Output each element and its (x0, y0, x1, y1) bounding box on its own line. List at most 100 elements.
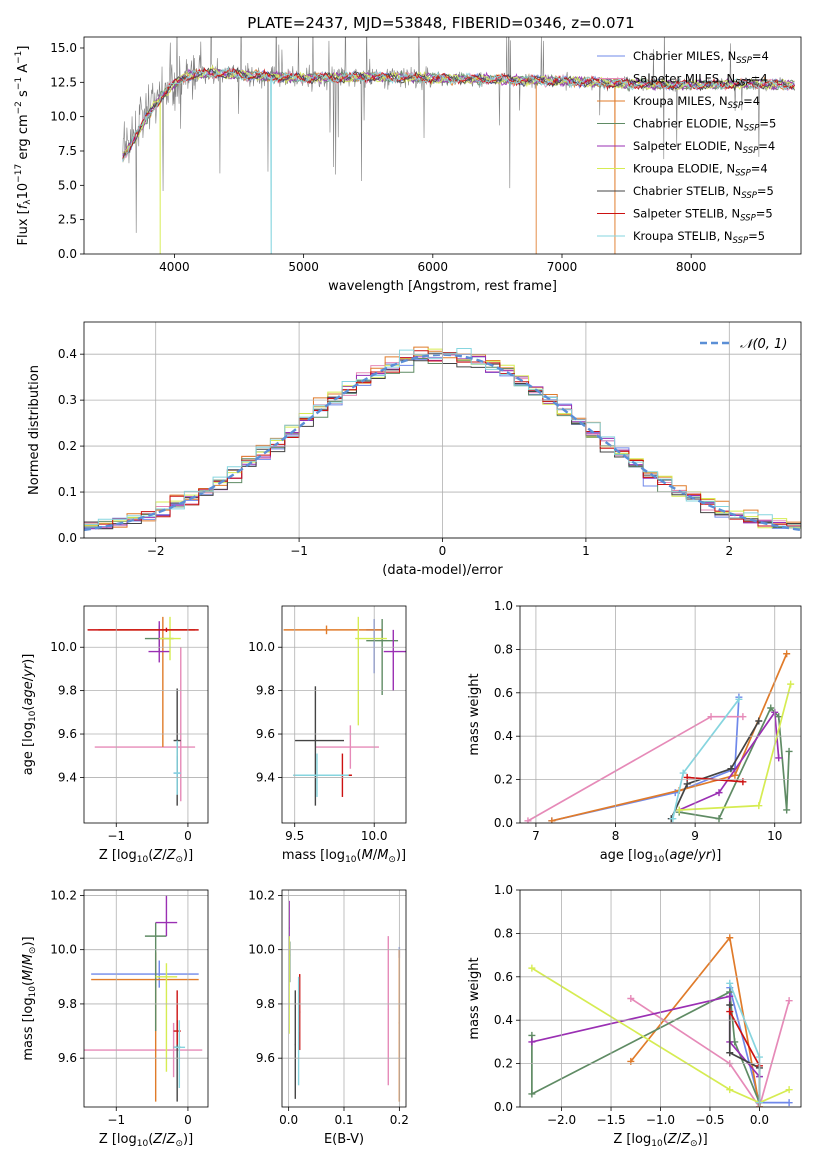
y-tick-label: 10.0 (50, 943, 77, 957)
weight-marker-salpeter_miles (707, 713, 715, 721)
weight-marker-chabrier_elodie (528, 1090, 536, 1098)
weight-line-salpeter_miles (630, 997, 790, 1107)
x-tick-label: 10 (767, 829, 782, 843)
y-tick-label: 9.8 (58, 997, 77, 1011)
legend-label-suffix: =5 (756, 207, 773, 221)
y-tick-label: 0.3 (58, 393, 77, 407)
x-axis-label: Z [log10(Z/Z⊙)] (99, 848, 193, 865)
y-tick-label: 0.0 (58, 531, 77, 545)
weight-marker-chabrier_elodie (528, 1031, 536, 1039)
x-tick-label: 0.2 (390, 1113, 409, 1127)
y-tick-label: 0.6 (494, 686, 513, 700)
axes-mass_vs_Z: −1 0 9.6 9.8 10.0 10.2 Z [log10(Z/Z⊙)] mass [lo… (21, 888, 209, 1149)
x-axis-label: age [log10(age/yr)] (600, 848, 722, 865)
x-tick-label: 7000 (547, 260, 578, 274)
weight-marker-kroupa_miles (783, 650, 791, 658)
legend-label-suffix: =4 (758, 139, 775, 153)
legend-label-kroupa_elodie: Kroupa ELODIE, NSSP=4 (633, 162, 768, 179)
y-tick-label: 10.0 (50, 110, 77, 124)
legend-label-chabrier_elodie: Chabrier ELODIE, NSSP=5 (633, 117, 776, 134)
y-tick-label: 1.0 (494, 883, 513, 897)
x-tick-label: −1 (290, 544, 308, 558)
weight-line-chabrier_stelib (670, 720, 760, 820)
y-axis-label: mass [log10(M/M⊙)] (21, 936, 38, 1060)
y-tick-label: 10.0 (248, 943, 275, 957)
weight-marker-salpeter_miles (524, 817, 532, 823)
y-tick-label: 9.6 (58, 727, 77, 741)
y-tick-label: 0.0 (58, 247, 77, 261)
legend-label-text: Chabrier STELIB, N (633, 184, 741, 198)
y-tick-label: 0.0 (494, 1100, 513, 1114)
legend-label-salpeter_miles: Salpeter MILES, NSSP=4 (633, 72, 768, 89)
weight-line-kroupa_miles (630, 935, 761, 1107)
spectrum-legend: Chabrier MILES, N SSP =4 Salpeter MILES, NS… (597, 49, 776, 246)
weight-marker-chabrier_stelib (755, 717, 763, 725)
y-tick-label: 10.2 (248, 888, 275, 902)
legend-label-suffix: =5 (757, 184, 774, 198)
axes-frame (83, 889, 209, 1108)
x-tick-label: 4000 (159, 260, 190, 274)
y-tick-label: 9.4 (58, 770, 77, 784)
y-tick-label: 0.8 (494, 926, 513, 940)
weight-marker-salpeter_stelib (726, 1008, 734, 1016)
y-tick-label: 0.4 (494, 1013, 513, 1027)
legend-label-suffix: =5 (748, 229, 765, 243)
y-tick-label: 9.4 (256, 770, 275, 784)
weight-marker-chabrier_elodie (767, 704, 775, 712)
legend-label-suffix: =4 (752, 49, 769, 63)
x-tick-label: −1 (107, 1113, 125, 1127)
y-tick-label: 12.5 (50, 75, 77, 89)
legend-label-text: Kroupa MILES, N (633, 94, 728, 108)
x-tick-label: −2 (147, 544, 165, 558)
x-tick-label: −1 (107, 829, 125, 843)
model-spectrum-salpeter_elodie (122, 67, 795, 157)
axes-frame (519, 605, 802, 824)
legend-label-sub: SSP (744, 124, 760, 134)
axes-frame (83, 321, 802, 539)
x-tick-label: −1.0 (646, 1113, 675, 1127)
x-tick-label: 0.0 (279, 1113, 298, 1127)
x-tick-label: 6000 (418, 260, 449, 274)
x-tick-label: 9.5 (285, 829, 304, 843)
y-tick-label: 7.5 (58, 144, 77, 158)
legend-label-sub: SSP (733, 236, 749, 246)
weight-marker-chabrier_stelib (726, 1049, 734, 1057)
y-axis-label: Flux [fλ10−17 erg cm−2 s−1 A−1] (14, 46, 33, 246)
weight-marker-kroupa_stelib (669, 815, 677, 823)
figure-title: PLATE=2437, MJD=53848, FIBERID=0346, z=0… (247, 14, 634, 32)
axes-frame (281, 605, 407, 824)
weight-marker-salpeter_elodie (726, 992, 734, 1000)
weight-marker-kroupa_elodie (785, 1086, 793, 1094)
weight-marker-chabrier_stelib (683, 780, 691, 788)
axes-frame (83, 36, 802, 255)
y-tick-label: 0.2 (58, 439, 77, 453)
weight-marker-chabrier_stelib (727, 765, 735, 773)
legend-label-sub: SSP (741, 191, 757, 201)
y-tick-label: 0.4 (58, 347, 77, 361)
weight-marker-chabrier_stelib (726, 1001, 734, 1009)
legend-label-kroupa_miles: Kroupa MILES, NSSP=4 (633, 94, 760, 111)
x-tick-label: 2 (725, 544, 733, 558)
y-tick-label: 9.8 (256, 997, 275, 1011)
legend-label-sub: SSP (728, 101, 744, 111)
x-tick-label: 1 (582, 544, 590, 558)
weight-marker-kroupa_elodie (755, 802, 763, 810)
weight-marker-chabrier_miles (785, 1099, 793, 1107)
x-axis-label: (data-model)/error (382, 563, 503, 578)
weight-marker-salpeter_miles (739, 713, 747, 721)
y-tick-label: 10.2 (50, 888, 77, 902)
legend-label-text: Chabrier MILES, N (633, 49, 736, 63)
axes-spectrum: 4000 5000 6000 7000 8000 0.0 2.5 5.0 7.5 10.0 12.5… (14, 36, 802, 294)
y-tick-label: 2.5 (58, 213, 77, 227)
weight-marker-kroupa_miles (548, 817, 556, 823)
legend-label-sub: SSP (740, 214, 756, 224)
x-tick-label: 0 (439, 544, 447, 558)
y-tick-label: 9.6 (58, 1051, 77, 1065)
weight-marker-salpeter_elodie (775, 754, 783, 762)
axes-frame (519, 889, 802, 1108)
x-tick-label: −0.5 (695, 1113, 724, 1127)
x-tick-label: 0 (184, 829, 192, 843)
x-axis-label: Z [log10(Z/Z⊙)] (613, 1132, 707, 1149)
plot-area-weight_vs_age (524, 650, 795, 823)
